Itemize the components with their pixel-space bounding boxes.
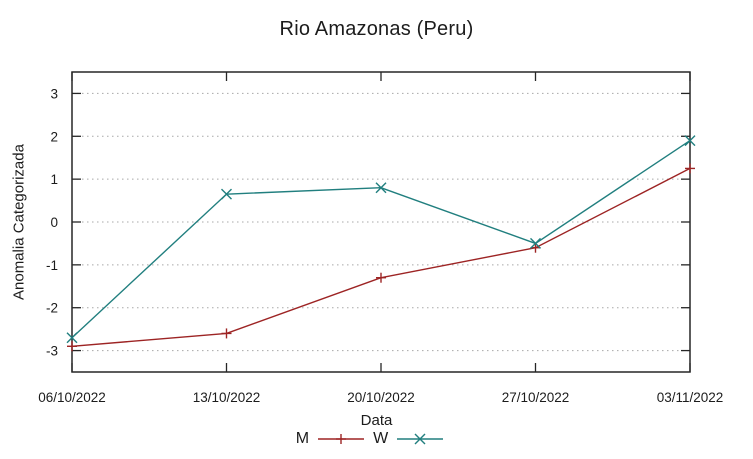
legend-sample-cross-icon: [397, 433, 444, 445]
y-tick-label: 2: [50, 129, 58, 144]
y-tick-label: -2: [46, 301, 58, 316]
x-tick-label: 27/10/2022: [502, 390, 570, 405]
marker-cross-icon: [66, 332, 78, 344]
x-tick-label: 20/10/2022: [347, 390, 415, 405]
y-tick-label: 3: [50, 86, 58, 101]
marker-cross-icon: [221, 188, 232, 200]
plot-border: [71, 71, 691, 373]
legend-label-W: W: [373, 430, 389, 447]
marker-cross-icon: [684, 135, 696, 147]
marker-cross-icon: [530, 237, 541, 249]
chart-title: Rio Amazonas (Peru): [279, 18, 474, 40]
legend-sample-plus-icon: [318, 434, 365, 444]
y-tick-label: 1: [50, 172, 58, 187]
x-tick-label: 06/10/2022: [38, 390, 106, 405]
legend-entry-W: W: [373, 430, 444, 448]
y-tick-label: -1: [46, 258, 58, 273]
x-tick-label: 03/11/2022: [657, 390, 724, 405]
legend-entry-M: M: [295, 430, 365, 448]
x-axis-label: Data: [360, 412, 393, 429]
series-line-M: [71, 167, 691, 347]
y-tick-label: -3: [46, 344, 58, 359]
x-tick-label: 13/10/2022: [193, 390, 261, 405]
legend-label-M: M: [295, 430, 310, 447]
marker-cross-icon: [375, 182, 387, 194]
y-tick-label: 0: [50, 215, 58, 230]
